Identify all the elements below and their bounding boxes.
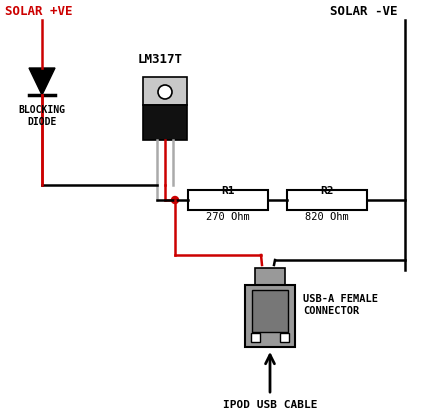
Circle shape: [158, 85, 172, 99]
Text: R2: R2: [319, 186, 333, 196]
Bar: [143, 105, 187, 140]
Bar: [143, 77, 187, 105]
Bar: [279, 333, 288, 342]
Text: SOLAR -VE: SOLAR -VE: [329, 5, 396, 18]
Text: 270 Ohm: 270 Ohm: [206, 212, 249, 222]
Text: LM317T: LM317T: [138, 53, 183, 66]
Circle shape: [171, 197, 178, 204]
Bar: [187, 190, 267, 210]
Text: BLOCKING
DIODE: BLOCKING DIODE: [18, 105, 65, 127]
Text: USB-A FEMALE
CONNECTOR: USB-A FEMALE CONNECTOR: [302, 294, 377, 316]
Bar: [251, 333, 259, 342]
Text: IPOD USB CABLE: IPOD USB CABLE: [222, 400, 317, 410]
Bar: [244, 285, 294, 347]
Text: R1: R1: [221, 186, 234, 196]
Text: 820 Ohm: 820 Ohm: [304, 212, 348, 222]
Polygon shape: [29, 68, 55, 95]
Text: SOLAR +VE: SOLAR +VE: [5, 5, 72, 18]
Bar: [286, 190, 366, 210]
Bar: [251, 290, 287, 332]
Bar: [254, 268, 284, 285]
